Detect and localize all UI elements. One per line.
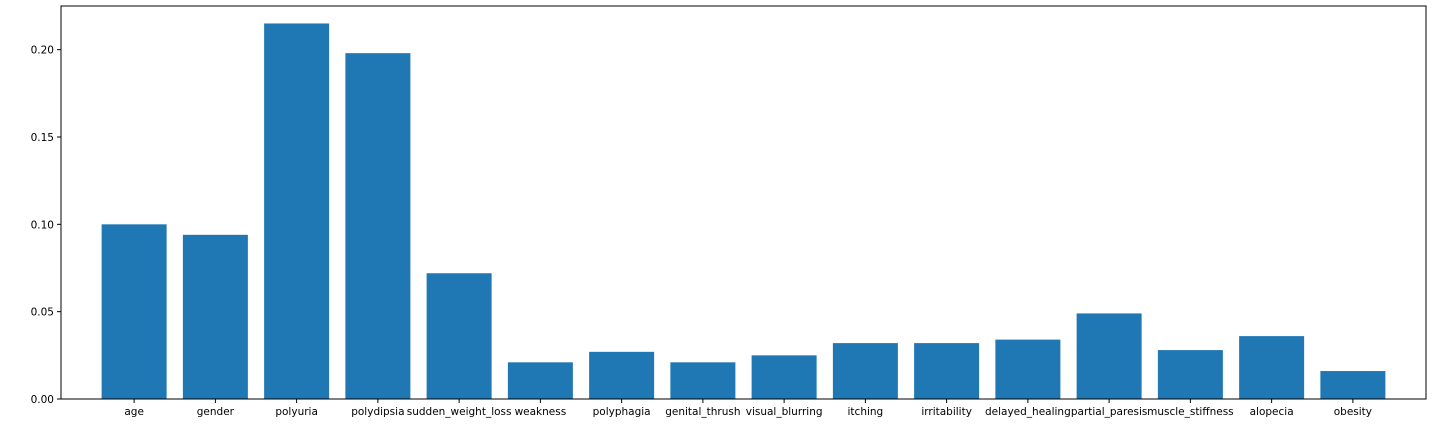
bar-age [101,224,167,399]
bar-sudden_weight_loss [426,273,492,399]
x-tick-label: irritability [921,406,972,418]
y-tick-label: 0.00 [31,394,54,406]
bar-alopecia [1239,336,1305,399]
y-tick-label: 0.05 [31,307,54,319]
x-tick-label: delayed_healing [985,406,1071,418]
x-tick-label: gender [197,406,235,418]
y-tick-label: 0.10 [31,219,54,231]
bar-genital_thrush [670,362,736,399]
bar-weakness [507,362,573,399]
x-tick-label: partial_paresis [1071,406,1148,418]
bar-polyuria [264,23,330,399]
plot-frame [60,5,1427,400]
bar-partial_paresis [1076,313,1142,399]
bar-irritability [914,343,980,399]
bar-itching [832,343,898,399]
x-tick-label: visual_blurring [746,406,823,418]
bar-obesity [1320,371,1386,399]
x-tick-label: sudden_weight_loss [407,406,512,418]
x-tick-label: obesity [1334,406,1372,418]
x-tick-label: genital_thrush [665,406,740,418]
x-tick-label: polyuria [275,406,318,418]
bar-muscle_stiffness [1157,350,1223,399]
x-tick-label: itching [848,406,884,418]
y-tick-label: 0.15 [31,132,54,144]
x-axis: age gender polyuria polydipsia sudden_weight… [124,399,1372,418]
x-tick-label: weakness [515,406,567,418]
bar-visual_blurring [751,355,817,399]
y-tick-label: 0.20 [31,45,54,57]
bar-polyphagia [589,351,655,399]
x-tick-label: polyphagia [593,406,651,418]
y-axis: 0.00 0.05 0.10 0.15 0.20 [31,45,61,406]
x-tick-label: age [124,406,144,418]
x-tick-label: alopecia [1250,406,1294,418]
x-tick-label: polydipsia [351,406,404,418]
bar-delayed_healing [995,339,1061,399]
bar-gender [182,234,248,399]
bars-group [101,23,1386,399]
x-tick-label: muscle_stiffness [1147,406,1234,418]
bar-polydipsia [345,53,411,399]
